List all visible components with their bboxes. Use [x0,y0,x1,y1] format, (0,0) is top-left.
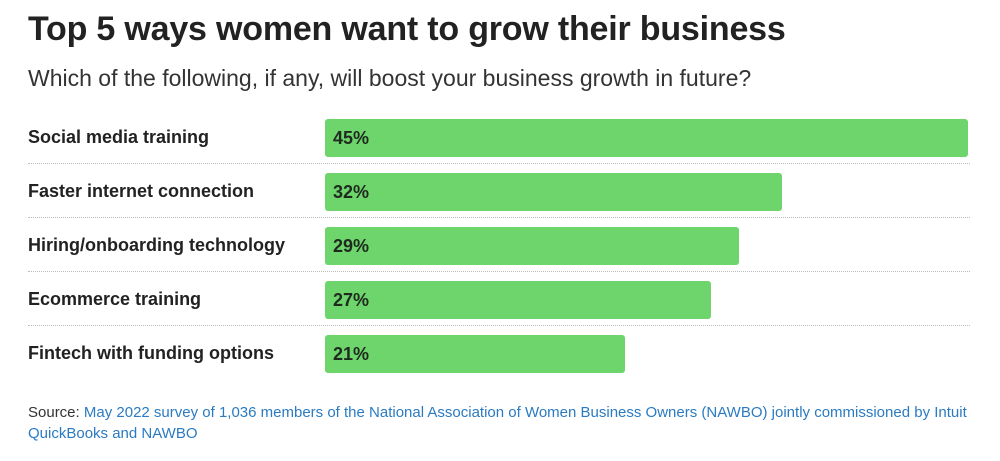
bar-row: Hiring/onboarding technology 29% [28,218,970,272]
bar-row: Fintech with funding options 21% [28,326,970,380]
bar-row: Social media training 45% [28,110,970,164]
category-label: Ecommerce training [28,289,202,309]
chart-title: Top 5 ways women want to grow their busi… [28,10,786,48]
bar: 27% [325,281,711,319]
source-note: Source: May 2022 survey of 1,036 members… [28,402,972,444]
bar: 32% [325,173,782,211]
bar: 21% [325,335,625,373]
bar: 29% [325,227,739,265]
data-label: 27% [333,290,370,310]
data-label: 32% [333,182,370,202]
category-label: Faster internet connection [28,181,255,201]
data-label: 29% [333,236,370,256]
category-label: Social media training [28,127,210,147]
data-label: 21% [333,344,370,364]
source-link[interactable]: May 2022 survey of 1,036 members of the … [28,404,967,442]
bar-row: Faster internet connection 32% [28,164,970,218]
bar-row: Ecommerce training 27% [28,272,970,326]
row-divider [28,325,970,326]
bar: 45% [325,119,968,157]
bar-chart: Social media training 45% Faster internet … [0,110,1000,380]
data-label: 45% [333,128,370,148]
chart-subtitle: Which of the following, if any, will boo… [28,65,752,91]
category-label: Hiring/onboarding technology [28,235,285,255]
row-divider [28,163,970,164]
source-label: Source: [28,404,84,421]
category-label: Fintech with funding options [28,343,274,363]
row-divider [28,217,970,218]
row-divider [28,271,970,272]
